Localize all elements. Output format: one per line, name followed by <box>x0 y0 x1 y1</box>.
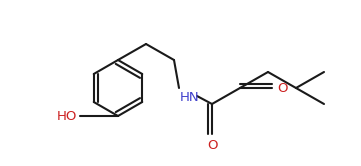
Text: HO: HO <box>57 110 77 123</box>
Text: O: O <box>277 82 287 94</box>
Text: HN: HN <box>180 91 200 104</box>
Text: O: O <box>207 139 217 152</box>
